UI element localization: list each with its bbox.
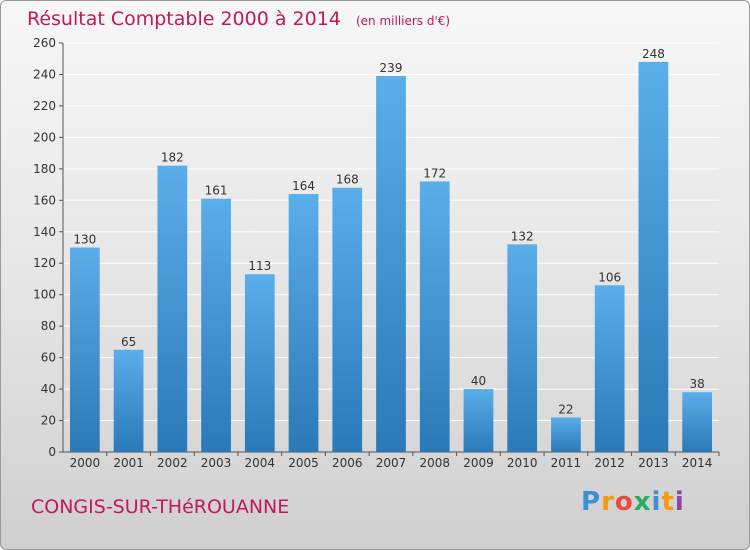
x-tick-label: 2004 — [245, 456, 276, 470]
x-tick-label: 2008 — [419, 456, 450, 470]
data-label-2006: 168 — [336, 173, 359, 187]
y-tick-label: 0 — [48, 445, 56, 459]
data-label-2010: 132 — [511, 229, 534, 243]
x-tick-label: 2009 — [463, 456, 494, 470]
x-tick-label: 2010 — [507, 456, 538, 470]
data-label-2014: 38 — [689, 377, 704, 391]
y-tick-label: 20 — [41, 414, 56, 428]
title-row: Résultat Comptable 2000 à 2014 (en milli… — [27, 8, 450, 30]
y-tick-label: 240 — [33, 67, 56, 81]
bar-2000 — [69, 247, 100, 452]
x-tick-label: 2001 — [113, 456, 144, 470]
bar-2011 — [551, 417, 581, 452]
logo-letter: r — [601, 487, 615, 517]
bar-2005 — [288, 194, 319, 452]
x-tick-label: 2005 — [288, 456, 319, 470]
bar-2004 — [244, 274, 275, 452]
bar-2001 — [113, 349, 144, 452]
axes: 0 20 40 60 80 100 120 140 160 180 200 220 240 260 2000… — [33, 36, 720, 470]
data-label-2011: 22 — [558, 402, 573, 416]
bar-2013 — [638, 61, 669, 452]
y-tick-label: 40 — [41, 382, 56, 396]
x-tick-label: 2000 — [70, 456, 101, 470]
logo-letter: x — [633, 487, 652, 517]
y-tick-label: 200 — [33, 130, 56, 144]
bar-2006 — [332, 187, 363, 452]
data-label-2001: 65 — [121, 335, 136, 349]
data-label-2005: 164 — [292, 179, 315, 193]
bars — [69, 61, 713, 453]
y-tick-label: 120 — [33, 256, 56, 270]
data-label-2012: 106 — [598, 270, 621, 284]
bar-2002 — [157, 165, 188, 452]
x-tick-label: 2006 — [332, 456, 363, 470]
y-tick-label: 60 — [41, 351, 56, 365]
logo-letter: i — [674, 487, 685, 517]
logo-letter: P — [581, 487, 602, 517]
bar-2014 — [682, 392, 713, 452]
data-label-2008: 172 — [423, 166, 446, 180]
data-label-2004: 113 — [248, 259, 271, 273]
data-label-2013: 248 — [642, 47, 665, 61]
x-tick-label: 2012 — [594, 456, 625, 470]
y-tick-label: 180 — [33, 162, 56, 176]
logo-letter: o — [614, 487, 634, 517]
y-tick-label: 140 — [33, 225, 56, 239]
y-tick-label: 160 — [33, 193, 56, 207]
bar-2008 — [419, 181, 450, 452]
y-tick-label: 80 — [41, 319, 56, 333]
logo-letter: t — [661, 487, 675, 517]
bar-2012 — [594, 285, 625, 452]
y-tick-label: 220 — [33, 99, 56, 113]
x-tick-label: 2007 — [376, 456, 407, 470]
bar-2007 — [376, 76, 406, 453]
labels: 130 65 182 161 113 164 168 239 172 40 132 22 106 248 3… — [73, 47, 704, 417]
x-tick-label: 2014 — [682, 456, 713, 470]
town-name: CONGIS-SUR-THéROUANNE — [31, 496, 290, 518]
bar-2009 — [463, 389, 494, 452]
data-label-2003: 161 — [205, 184, 228, 198]
logo-letter: i — [651, 487, 662, 517]
x-tick-label: 2003 — [201, 456, 232, 470]
bar-2003 — [201, 198, 231, 452]
x-tick-label: 2002 — [157, 456, 188, 470]
chart-title: Résultat Comptable 2000 à 2014 — [27, 8, 341, 30]
data-label-2002: 182 — [161, 151, 184, 165]
data-label-2000: 130 — [73, 233, 96, 247]
y-tick-label: 260 — [33, 36, 56, 50]
bar-2010 — [507, 244, 538, 452]
chart-subtitle: (en milliers d'€) — [355, 14, 451, 28]
data-label-2009: 40 — [471, 374, 486, 388]
data-label-2007: 239 — [380, 61, 403, 75]
y-tick-label: 100 — [33, 288, 56, 302]
x-tick-label: 2011 — [551, 456, 582, 470]
proxiti-logo: Proxiti — [581, 487, 685, 517]
x-tick-label: 2013 — [638, 456, 669, 470]
